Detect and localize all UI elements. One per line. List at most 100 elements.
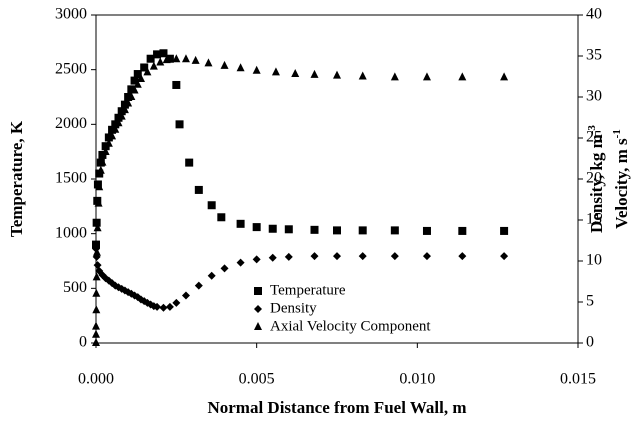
point [98,157,107,166]
y-tick-label: 2000 [55,115,87,132]
point [310,225,319,234]
point [143,67,152,76]
point [236,219,245,228]
x-tick-label: 0.005 [239,371,275,388]
point [162,55,171,64]
x-tick-label: 0.010 [399,371,435,388]
y2-tick-label: 40 [586,6,602,23]
point [111,124,120,133]
point [333,226,341,235]
point [500,252,509,261]
point [458,72,467,81]
point [92,338,100,346]
y2-axis-label: Density, kg m-3 [586,125,606,233]
point [236,63,245,72]
point [284,225,293,234]
point [458,252,467,261]
point [422,226,431,235]
point [358,71,367,80]
point [92,329,100,338]
point [92,218,101,227]
y-tick-label: 500 [63,279,87,296]
point [268,253,277,262]
y2-tick-label: 20 [586,170,602,187]
point [422,252,431,261]
point [101,146,110,155]
y-tick-label: 3000 [55,6,87,23]
point [92,272,101,281]
point [136,73,145,82]
point [207,201,216,210]
point [217,213,226,222]
point [207,271,216,280]
y-axis-label: Temperature, K [7,120,26,237]
y2-tick-label: 10 [586,252,602,269]
point [93,223,102,232]
point [268,224,277,233]
point [236,258,245,267]
point [108,131,117,140]
y2-tick-label: 15 [586,211,602,228]
point [204,58,213,67]
point [500,72,509,81]
point [92,240,100,249]
point [93,196,102,205]
point [104,133,113,142]
point [185,158,194,167]
legend-label: Temperature [270,282,346,298]
y2-label-sup: -3 [586,125,598,135]
y2-tick-label: 35 [586,47,602,64]
point [111,120,120,129]
point [500,226,509,235]
point [252,255,261,264]
point [133,70,142,79]
point [108,125,117,134]
point [458,226,467,235]
point [252,223,261,232]
x-tick-label: 0.015 [560,371,596,388]
point [159,49,168,58]
y2-tick-label: 5 [586,293,594,310]
point [310,252,319,261]
point [140,63,149,72]
y2-tick-label: 25 [586,129,602,146]
point [390,72,399,81]
point [181,54,190,63]
point [156,57,165,66]
y2-label-sup: -1 [611,129,623,138]
point [130,76,139,85]
point [127,85,136,94]
point [149,61,158,70]
point [93,261,102,270]
point [220,264,229,273]
point [271,67,280,76]
point [153,302,162,311]
point [252,65,261,74]
point [175,120,184,129]
point [95,182,104,191]
point [93,180,102,189]
x-axis-label: Normal Distance from Fuel Wall, m [207,398,466,417]
point [127,92,136,100]
legend-marker [254,305,262,313]
point [194,281,203,290]
y-tick-label: 1500 [55,170,87,187]
point [194,185,203,194]
point [130,85,139,94]
y2-tick-label: 0 [586,334,594,351]
point [133,79,142,88]
point [333,252,341,261]
y2-axis-label: Velocity, m s-1 [611,129,631,229]
point [358,252,367,261]
point [191,55,200,64]
point [92,321,100,330]
point [284,252,293,261]
legend-marker [254,322,262,330]
x-tick-label: 0.000 [78,371,114,388]
y2-label-text: Density, kg m [587,134,606,233]
point [172,298,181,307]
point [333,70,341,79]
point [114,113,123,122]
point [94,198,103,207]
point [310,69,319,78]
